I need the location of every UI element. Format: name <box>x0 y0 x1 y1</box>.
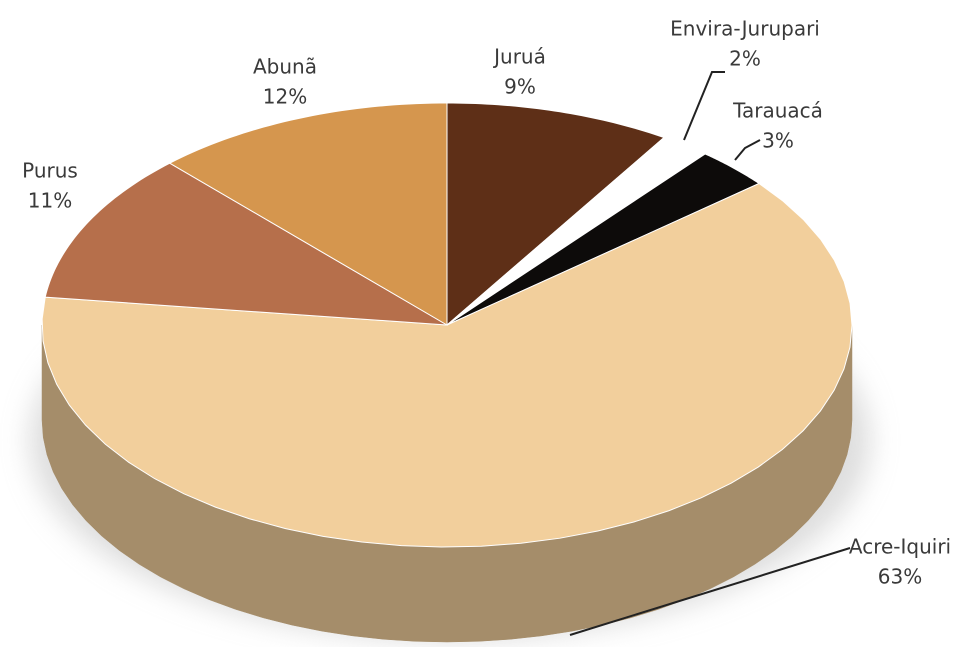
leader-line <box>734 139 761 161</box>
slice-label: Tarauacá <box>732 99 823 123</box>
slice-value-label: 12% <box>263 85 307 109</box>
slice-value-label: 11% <box>28 189 72 213</box>
slice-label: Juruá <box>492 45 546 69</box>
leader-line <box>683 71 725 141</box>
slice-value-label: 2% <box>729 47 761 71</box>
slice-value-label: 3% <box>762 129 794 153</box>
slice <box>446 102 665 327</box>
slice <box>446 136 707 326</box>
slice <box>44 162 448 326</box>
slice-label: Purus <box>22 159 78 183</box>
slice <box>41 182 853 548</box>
leader-line <box>569 547 851 636</box>
slice-value-label: 9% <box>504 75 536 99</box>
slice-label: Envira-Jurupari <box>670 17 820 41</box>
slice <box>446 153 761 326</box>
slice-label: Abunã <box>253 55 317 79</box>
slice <box>168 102 448 326</box>
slice-label: Acre-Iquiri <box>849 535 951 559</box>
slice-value-label: 63% <box>878 565 922 589</box>
